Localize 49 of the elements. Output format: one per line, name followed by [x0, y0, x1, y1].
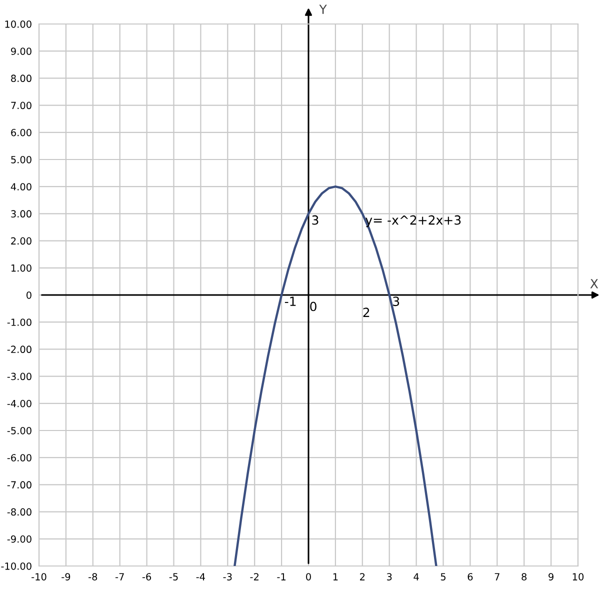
x-tick-label: -5 [169, 573, 178, 580]
x-tick-label: 6 [468, 573, 473, 580]
y-tick-label: -9.00 [7, 535, 32, 543]
x-axis-title: X [590, 279, 598, 288]
x-tick-label: 7 [494, 573, 500, 580]
y-tick-label: -1.00 [7, 318, 32, 326]
annotation: -1 [284, 296, 296, 306]
x-tick-label: -2 [250, 573, 258, 580]
y-tick-label: 1.00 [11, 264, 32, 272]
x-tick-label: 8 [522, 573, 527, 580]
y-tick-label: 6.00 [11, 128, 32, 136]
x-tick-label: -10 [32, 573, 46, 580]
y-tick-label: 0 [26, 291, 32, 299]
y-tick-label: -4.00 [7, 400, 32, 408]
x-tick-label: 0 [306, 573, 311, 580]
x-tick-label: -3 [223, 573, 232, 580]
y-tick-label: -6.00 [7, 454, 32, 462]
x-tick-label: -9 [62, 573, 70, 580]
y-tick-label: 3.00 [11, 210, 32, 218]
y-tick-label: -8.00 [7, 508, 32, 516]
y-tick-label: 5.00 [11, 156, 32, 164]
y-tick-label: 7.00 [11, 102, 32, 110]
annotation: 3 [393, 296, 400, 306]
annotation: 0 [310, 302, 316, 312]
annotation: 3 [312, 215, 318, 225]
x-tick-label: -6 [142, 573, 152, 580]
y-tick-label: 4.00 [10, 183, 32, 190]
y-tick-label: -3.00 [7, 372, 32, 380]
annotation: 2 [363, 308, 370, 317]
x-tick-label: 3 [387, 573, 392, 580]
y-tick-label: -2.00 [7, 346, 32, 354]
x-tick-label: 2 [360, 573, 365, 580]
x-tick-label: -4 [196, 573, 205, 580]
y-tick-label: 2.00 [11, 237, 32, 245]
x-tick-label: 5 [440, 573, 446, 580]
y-tick-label: 10.00 [5, 20, 32, 28]
y-tick-label: -10.00 [1, 562, 32, 570]
y-tick-label: -5.00 [7, 426, 32, 434]
x-tick-label: 9 [548, 573, 554, 580]
x-tick-label: 4 [414, 573, 419, 580]
x-tick-label: -1 [277, 573, 286, 580]
x-tick-label: -8 [88, 573, 98, 580]
x-tick-label: -7 [115, 573, 124, 580]
y-tick-label: -7.00 [7, 481, 32, 489]
x-tick-label: 1 [333, 573, 338, 580]
x-tick-label: 10 [572, 573, 584, 580]
y-tick-label: 8.00 [11, 74, 32, 82]
y-axis-title: Y [319, 4, 327, 14]
y-tick-label: 9.00 [11, 48, 32, 55]
